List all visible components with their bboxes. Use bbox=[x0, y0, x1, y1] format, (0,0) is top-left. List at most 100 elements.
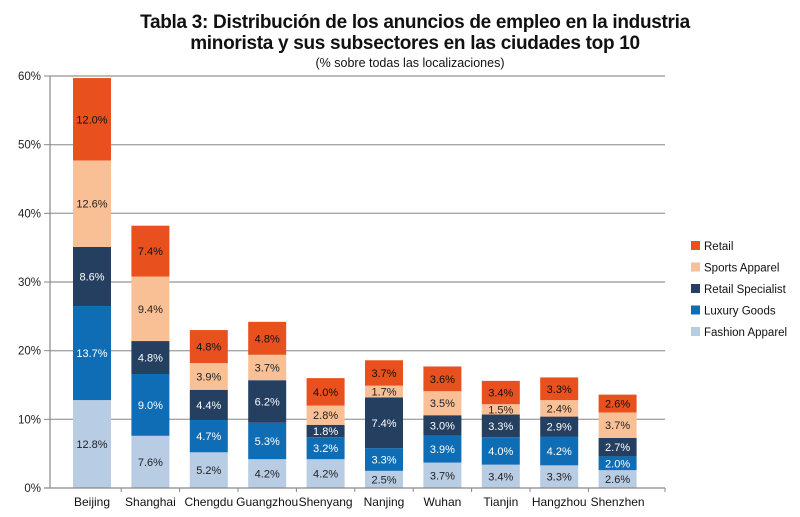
bar-segment-retail-specialist bbox=[306, 424, 345, 438]
bar-stack-chengdu: 5.2% 4.7% 4.4% 3.9% 4.8% bbox=[189, 330, 228, 488]
bar-segment-retail bbox=[248, 321, 287, 355]
bar-segment-fashion-apparel bbox=[248, 459, 287, 488]
data-label: 2.6% bbox=[605, 399, 630, 411]
bar-segment-sports-apparel bbox=[598, 412, 637, 438]
data-label: 5.3% bbox=[255, 436, 280, 448]
bar-segment-sports-apparel bbox=[248, 354, 287, 381]
chart-title: Tabla 3: Distribución de los anuncios de… bbox=[0, 12, 800, 54]
data-label: 6.2% bbox=[255, 396, 280, 408]
legend-item-fashion-apparel: Fashion Apparel bbox=[691, 327, 787, 339]
data-label: 3.3% bbox=[371, 455, 396, 467]
bar-segment-luxury-goods bbox=[248, 422, 287, 460]
x-tick-label: Shenzhen bbox=[591, 495, 645, 509]
legend-label: Retail Specialist bbox=[704, 284, 787, 296]
data-label: 3.7% bbox=[430, 470, 455, 482]
bar-segment-retail-specialist bbox=[131, 341, 170, 375]
bar-segment-luxury-goods bbox=[189, 420, 228, 453]
bar-segment-retail-specialist bbox=[365, 397, 403, 449]
x-tick-label: Wuhan bbox=[423, 495, 461, 509]
bar-segment-fashion-apparel bbox=[423, 462, 462, 488]
data-label: 5.2% bbox=[196, 465, 221, 477]
bar-segment-luxury-goods bbox=[306, 437, 345, 460]
x-tick-label: Guangzhou bbox=[236, 495, 298, 509]
bar-segment-fashion-apparel bbox=[365, 470, 403, 488]
data-label: 1.5% bbox=[488, 404, 513, 416]
data-label: 2.6% bbox=[605, 474, 630, 486]
x-tick-label: Hangzhou bbox=[532, 495, 587, 509]
x-tick-label: Beijing bbox=[74, 495, 110, 509]
bar-segment-fashion-apparel bbox=[189, 452, 228, 488]
legend-swatch bbox=[691, 305, 700, 315]
data-label: 3.4% bbox=[488, 471, 513, 483]
chart-subtitle: (% sobre todas las localizaciones) bbox=[315, 56, 505, 70]
data-label: 3.3% bbox=[488, 421, 513, 433]
data-label: 2.5% bbox=[371, 474, 396, 486]
bar-segment-retail bbox=[131, 225, 170, 277]
bar-segment-fashion-apparel bbox=[306, 459, 345, 488]
bar-segment-retail-specialist bbox=[481, 414, 520, 438]
chart-title-line-2: minorista y sus subsectores en las ciuda… bbox=[190, 33, 640, 54]
bar-segment-retail-specialist bbox=[189, 389, 228, 421]
data-label: 4.8% bbox=[196, 342, 221, 354]
data-label: 4.8% bbox=[255, 333, 280, 345]
bar-stack-guangzhou: 4.2% 5.3% 6.2% 3.7% 4.8% bbox=[248, 321, 287, 488]
bar-segment-retail bbox=[189, 330, 228, 364]
data-label: 3.7% bbox=[255, 362, 280, 374]
data-label: 2.9% bbox=[547, 422, 572, 434]
legend-label: Sports Apparel bbox=[704, 263, 779, 275]
legend-swatch bbox=[691, 284, 700, 293]
bar-segment-retail-specialist bbox=[540, 416, 579, 437]
x-tick-label: Tianjin bbox=[483, 495, 518, 509]
bar-stack-wuhan: 3.7% 3.9% 3.0% 3.5% 3.6% bbox=[423, 366, 462, 488]
legend: Retail Sports Apparel Retail Specialist Lux… bbox=[691, 241, 787, 339]
data-label: 7.6% bbox=[138, 457, 163, 469]
bar-segment-fashion-apparel bbox=[598, 470, 637, 488]
bar-stack-shenyang: 4.2% 3.2% 1.8% 2.8% 4.0% bbox=[306, 378, 345, 488]
data-label: 12.0% bbox=[76, 114, 107, 126]
data-label: 1.8% bbox=[313, 426, 338, 438]
legend-swatch bbox=[691, 262, 700, 272]
bar-segment-retail-specialist bbox=[248, 380, 287, 423]
bar-segment-luxury-goods bbox=[423, 435, 462, 463]
data-label: 13.7% bbox=[76, 348, 107, 360]
data-label: 1.7% bbox=[371, 387, 396, 399]
data-label: 4.2% bbox=[547, 446, 572, 458]
y-tick-label: 10% bbox=[18, 414, 41, 426]
bar-segment-fashion-apparel bbox=[131, 435, 170, 488]
data-label: 3.9% bbox=[196, 371, 221, 383]
y-tick-label: 20% bbox=[18, 346, 41, 358]
data-label: 8.6% bbox=[79, 272, 104, 284]
bar-segment-retail bbox=[598, 394, 637, 413]
bar-segment-luxury-goods bbox=[598, 456, 637, 471]
bar-segment-luxury-goods bbox=[131, 374, 170, 436]
data-label: 4.0% bbox=[488, 446, 513, 458]
data-label: 2.8% bbox=[313, 410, 338, 422]
data-label: 3.0% bbox=[430, 421, 455, 433]
bar-segment-retail bbox=[423, 366, 462, 392]
y-tick-label: 30% bbox=[18, 277, 41, 289]
data-label: 3.7% bbox=[605, 420, 630, 432]
data-label: 3.6% bbox=[430, 374, 455, 386]
data-label: 9.4% bbox=[138, 304, 163, 316]
data-label: 4.8% bbox=[138, 353, 163, 365]
data-label: 3.5% bbox=[430, 398, 455, 410]
bar-stack-hangzhou: 3.3% 4.2% 2.9% 2.4% 3.3% bbox=[540, 377, 579, 488]
x-tick-label: Nanjing bbox=[364, 495, 405, 509]
bar-segment-sports-apparel bbox=[481, 404, 520, 415]
bar-segment-sports-apparel bbox=[306, 405, 345, 425]
data-label: 4.0% bbox=[313, 387, 338, 399]
legend-item-luxury-goods: Luxury Goods bbox=[691, 305, 776, 318]
bar-segment-sports-apparel bbox=[189, 363, 228, 390]
bar-segment-sports-apparel bbox=[73, 160, 111, 247]
chart-title-line-1: Tabla 3: Distribución de los anuncios de… bbox=[140, 12, 690, 33]
data-label: 2.7% bbox=[605, 442, 630, 454]
bar-segment-retail bbox=[540, 377, 579, 401]
data-label: 12.8% bbox=[76, 439, 107, 451]
y-tick-label: 0% bbox=[24, 483, 41, 495]
bar-segment-retail bbox=[306, 378, 345, 406]
x-tick-label: Shenyang bbox=[299, 495, 353, 509]
bar-segment-sports-apparel bbox=[131, 276, 170, 342]
bars: 12.8% 13.7% 8.6% 12.6% 12.0% 7.6% 9.0% 4.8% 9.4%… bbox=[73, 78, 637, 488]
legend-swatch bbox=[691, 327, 700, 336]
bar-segment-fashion-apparel bbox=[73, 400, 111, 488]
